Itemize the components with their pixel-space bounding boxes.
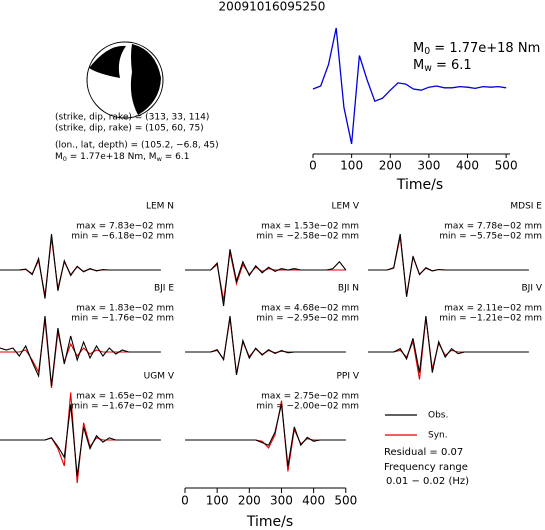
min-label: min = −1.21e−02 mm	[439, 314, 542, 324]
max-label: max = 4.68e−02 mm	[261, 304, 359, 314]
syn-trace	[368, 236, 529, 296]
annotation: Mw = 6.1	[413, 58, 472, 74]
x-tick-label: 300	[270, 494, 293, 508]
subscript: w	[424, 63, 432, 74]
moment-line: M0 = 1.77e+18 Nm, Mw = 6.1	[55, 152, 189, 164]
text-part: M	[55, 152, 63, 162]
frequency-label: Frequency range	[384, 462, 468, 473]
frequency-range: 0.01 − 0.02 (Hz)	[386, 476, 469, 487]
x-tick-label: 400	[302, 494, 325, 508]
stf-line	[312, 27, 507, 145]
max-label: max = 1.83e−02 mm	[76, 304, 174, 314]
text-part: = 6.1	[162, 152, 190, 162]
min-label: min = −5.75e−02 mm	[439, 232, 542, 242]
mechanism-line: (strike, dip, rake) = (105, 60, 75)	[55, 124, 204, 134]
min-label: min = −6.18e−02 mm	[71, 232, 174, 242]
x-axis-label: Time/s	[246, 514, 293, 530]
max-label: max = 2.75e−02 mm	[261, 392, 359, 402]
x-tick-label: 0	[309, 159, 317, 173]
subscript: 0	[424, 46, 430, 57]
mechanism-line: (lon., lat, depth) = (105.2, −6.8, 45)	[55, 141, 219, 151]
x-tick-label: 200	[238, 494, 261, 508]
min-label: min = −1.76e−02 mm	[71, 314, 174, 324]
x-tick-label: 500	[334, 494, 357, 508]
text-part: = 1.77e+18 Nm	[430, 41, 540, 56]
min-label: min = −1.67e−02 mm	[71, 402, 174, 412]
x-tick-label: 200	[379, 159, 402, 173]
x-tick-label: 100	[340, 159, 363, 173]
x-tick-label: 500	[495, 159, 518, 173]
annotation: M0 = 1.77e+18 Nm	[413, 41, 540, 57]
obs-trace	[0, 404, 161, 477]
min-label: min = −2.00e−02 mm	[256, 402, 359, 412]
syn-trace	[0, 237, 161, 296]
subscript: 0	[63, 155, 67, 163]
min-label: min = −2.58e−02 mm	[256, 232, 359, 242]
mechanism-line: (strike, dip, rake) = (313, 33, 114)	[55, 113, 209, 123]
max-label: max = 7.78e−02 mm	[444, 222, 542, 232]
text-part: M	[413, 58, 424, 73]
x-tick-label: 0	[181, 494, 189, 508]
max-label: max = 7.83e−02 mm	[76, 222, 174, 232]
max-label: max = 1.53e−02 mm	[261, 222, 359, 232]
syn-trace	[185, 251, 346, 301]
station-label: BJI N	[338, 284, 359, 294]
subscript: w	[157, 155, 163, 163]
obs-trace	[368, 233, 529, 297]
max-label: max = 2.11e−02 mm	[444, 304, 542, 314]
x-tick-label: 400	[456, 159, 479, 173]
title: 20091016095250	[219, 0, 326, 14]
obs-trace	[185, 403, 346, 467]
text-part: = 6.1	[432, 58, 472, 73]
station-label: UGM V	[144, 372, 175, 382]
obs-trace	[0, 315, 161, 387]
text-part: = 1.77e+18 Nm, M	[67, 152, 157, 162]
legend-label: Syn.	[428, 431, 448, 441]
station-label: MDSI E	[510, 202, 542, 212]
residual: Residual = 0.07	[384, 447, 463, 458]
x-tick-label: 300	[417, 159, 440, 173]
obs-trace	[0, 233, 161, 299]
beachball	[86, 41, 164, 119]
syn-trace	[185, 318, 346, 374]
station-label: PPI V	[336, 372, 359, 382]
station-label: LEM N	[146, 202, 174, 212]
obs-trace	[185, 315, 346, 376]
x-tick-label: 100	[206, 494, 229, 508]
syn-trace	[368, 317, 529, 380]
legend-label: Obs.	[428, 411, 448, 421]
syn-trace	[0, 319, 161, 389]
text-part: M	[413, 41, 424, 56]
station-label: LEM V	[332, 202, 360, 212]
obs-trace	[185, 249, 347, 307]
obs-trace	[368, 315, 529, 373]
x-axis-label: Time/s	[396, 177, 443, 193]
min-label: min = −2.95e−02 mm	[256, 314, 359, 324]
max-label: max = 1.65e−02 mm	[76, 392, 174, 402]
station-label: BJI V	[521, 284, 542, 294]
station-label: BJI E	[154, 284, 174, 294]
